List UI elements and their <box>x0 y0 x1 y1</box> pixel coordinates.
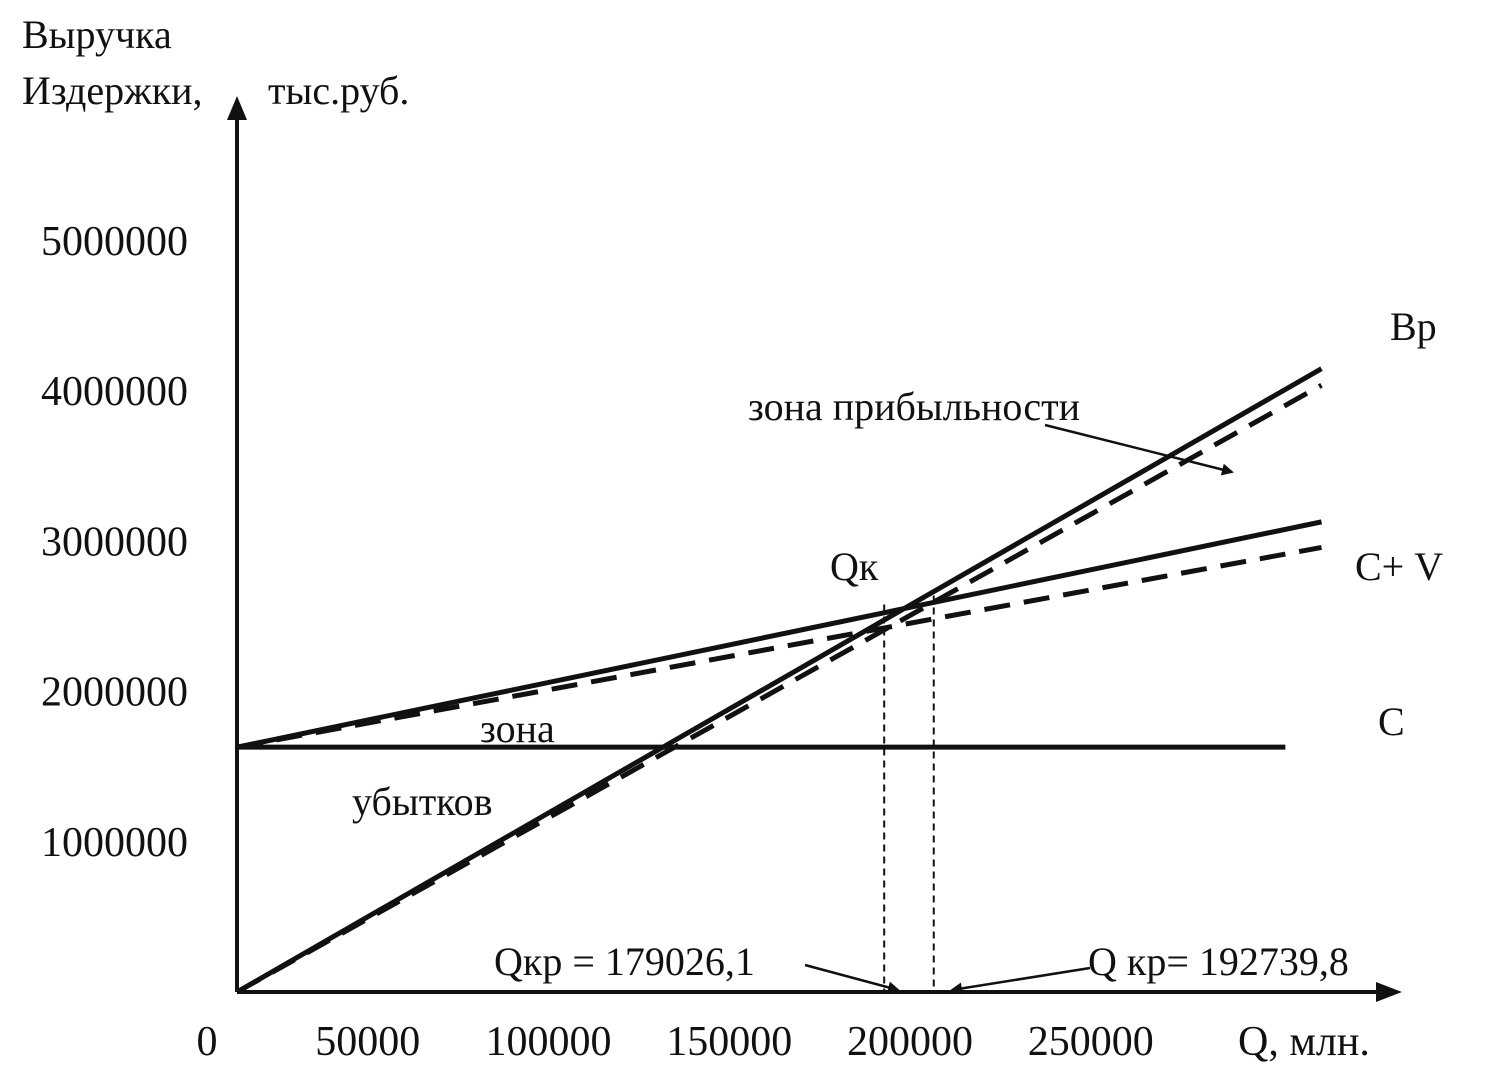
x-axis-arrow <box>1376 982 1402 1002</box>
y-tick-label: 3000000 <box>41 519 188 565</box>
qkr1-pointer <box>804 963 900 994</box>
y-axis-title-line1: Выручка <box>22 12 172 57</box>
x-tick-label: 50000 <box>315 1019 420 1065</box>
y-tick-label: 4000000 <box>41 369 188 415</box>
series-line-2 <box>236 519 1323 750</box>
x-axis-title: Q, млн. <box>1238 1019 1370 1065</box>
series-label-vr: Вр <box>1390 304 1437 349</box>
x-tick-label: 100000 <box>486 1019 612 1065</box>
x-tick-label: 0 <box>197 1019 218 1065</box>
y-tick-label: 5000000 <box>41 219 188 265</box>
x-tick-label: 200000 <box>847 1019 973 1065</box>
series-line-1 <box>235 383 1323 995</box>
series-label-c: С <box>1378 699 1405 744</box>
y-tick-label: 2000000 <box>41 670 188 716</box>
series-line-0 <box>235 366 1323 995</box>
series-label-cv: С+ V <box>1355 544 1443 589</box>
profit-zone-pointer <box>1044 423 1234 476</box>
series-line-3 <box>236 544 1322 750</box>
x-tick-label: 150000 <box>666 1019 792 1065</box>
y-axis-title-line2: Издержки, <box>22 68 203 113</box>
loss-zone-label-1: зона <box>480 706 555 751</box>
y-tick-label: 1000000 <box>41 820 188 866</box>
qkr2-pointer <box>950 966 1091 995</box>
qkr2-label: Q кр= 192739,8 <box>1088 939 1349 984</box>
qk-label: Qк <box>830 544 879 589</box>
qkr1-label: Qкр = 179026,1 <box>494 939 755 984</box>
y-axis-unit: тыс.руб. <box>268 68 409 113</box>
profit-zone-label: зона прибыльности <box>748 384 1080 429</box>
y-axis-arrow <box>227 96 247 120</box>
loss-zone-label-2: убытков <box>352 779 492 824</box>
x-tick-label: 250000 <box>1028 1019 1154 1065</box>
